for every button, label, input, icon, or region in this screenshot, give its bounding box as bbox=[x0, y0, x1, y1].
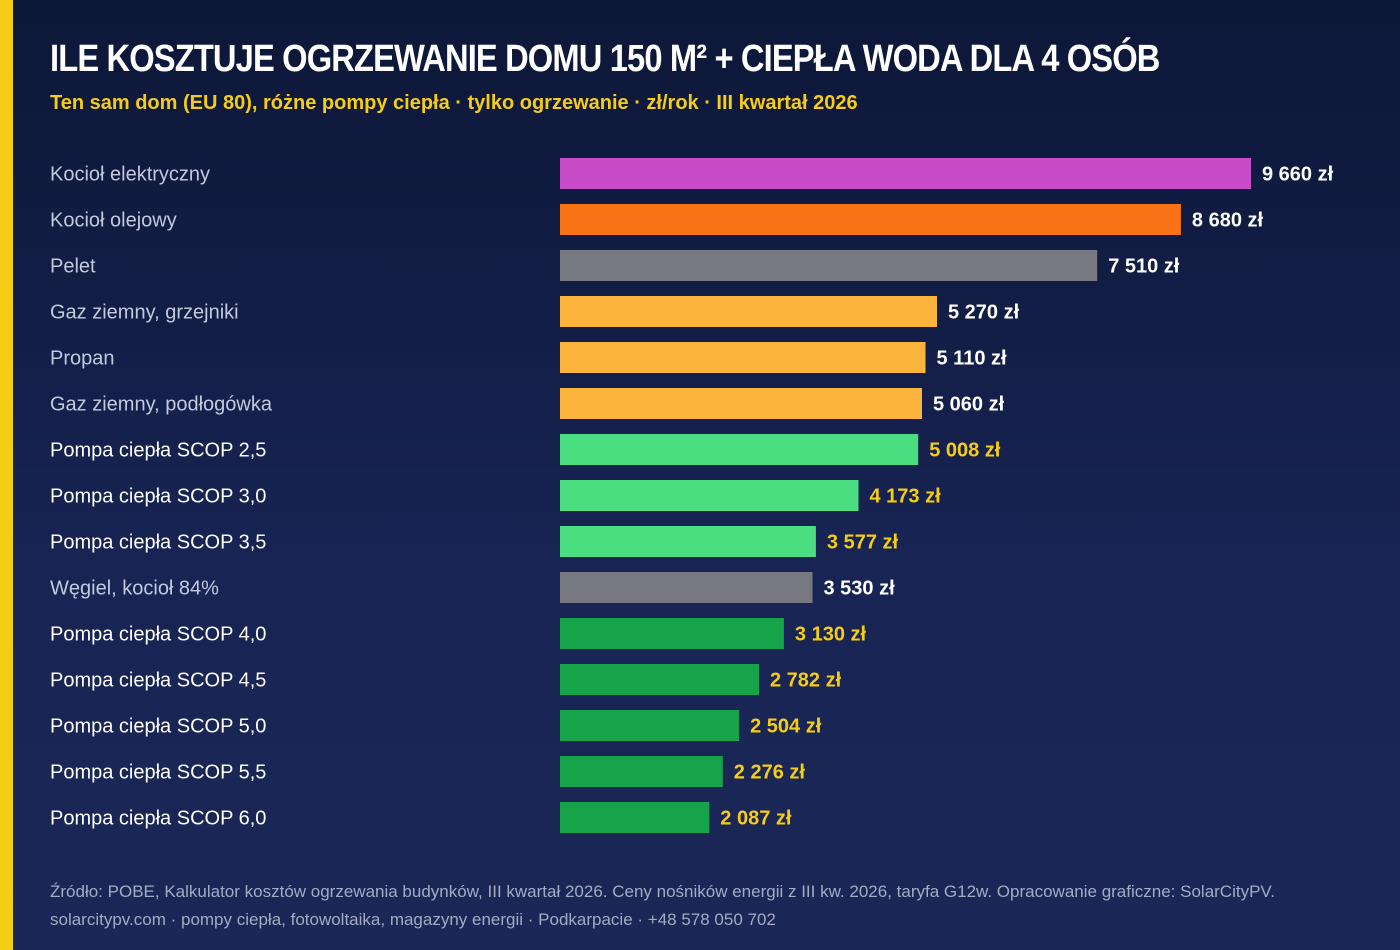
bar bbox=[560, 756, 723, 787]
chart-title: ILE KOSZTUJE OGRZEWANIE DOMU 150 M² + CI… bbox=[50, 38, 1160, 80]
bar bbox=[560, 618, 784, 649]
category-label: Pompa ciepła SCOP 3,5 bbox=[50, 532, 266, 554]
category-label: Gaz ziemny, podłogówka bbox=[50, 394, 273, 416]
value-label: 5 110 zł bbox=[937, 348, 1008, 370]
category-label: Gaz ziemny, grzejniki bbox=[50, 302, 239, 324]
category-label: Pompa ciepła SCOP 4,5 bbox=[50, 670, 266, 692]
accent-stripe bbox=[0, 0, 13, 950]
category-label: Propan bbox=[50, 348, 115, 370]
value-label: 4 173 zł bbox=[870, 486, 942, 508]
bar bbox=[560, 664, 759, 695]
value-label: 5 060 zł bbox=[933, 394, 1005, 416]
bar-chart: Kocioł elektryczny 9 660 zł Kocioł olejowy… bbox=[50, 158, 1334, 833]
bar bbox=[560, 480, 859, 511]
value-label: 2 276 zł bbox=[734, 762, 806, 784]
value-label: 3 577 zł bbox=[827, 532, 899, 554]
value-label: 2 504 zł bbox=[750, 716, 822, 738]
bar bbox=[560, 296, 937, 327]
value-label: 2 782 zł bbox=[770, 670, 842, 692]
category-label: Węgiel, kocioł 84% bbox=[50, 578, 219, 600]
bar bbox=[560, 250, 1098, 281]
footer: Źródło: POBE, Kalkulator kosztów ogrzewa… bbox=[50, 878, 1275, 934]
category-label: Pompa ciepła SCOP 5,5 bbox=[50, 762, 266, 784]
category-label: Pompa ciepła SCOP 4,0 bbox=[50, 624, 266, 646]
bar bbox=[560, 802, 710, 833]
category-label: Pompa ciepła SCOP 6,0 bbox=[50, 808, 266, 830]
bar bbox=[560, 342, 926, 373]
bar bbox=[560, 158, 1251, 189]
value-label: 5 270 zł bbox=[948, 302, 1020, 324]
bar bbox=[560, 710, 740, 741]
category-label: Pelet bbox=[50, 256, 96, 278]
value-label: 2 087 zł bbox=[720, 808, 792, 830]
source-note: Źródło: POBE, Kalkulator kosztów ogrzewa… bbox=[50, 882, 1275, 901]
bar bbox=[560, 204, 1181, 235]
bar bbox=[560, 526, 816, 557]
value-label: 3 130 zł bbox=[795, 624, 867, 646]
bar bbox=[560, 572, 813, 603]
value-label: 7 510 zł bbox=[1108, 256, 1180, 278]
category-label: Kocioł olejowy bbox=[50, 210, 177, 232]
chart-subtitle: Ten sam dom (EU 80), różne pompy ciepła … bbox=[50, 92, 858, 114]
value-label: 9 660 zł bbox=[1262, 164, 1334, 186]
contact-line: solarcitypv.com · pompy ciepła, fotowolt… bbox=[50, 910, 776, 929]
value-label: 3 530 zł bbox=[824, 578, 896, 600]
bar bbox=[560, 434, 919, 465]
category-label: Pompa ciepła SCOP 5,0 bbox=[50, 716, 266, 738]
value-label: 5 008 zł bbox=[929, 440, 1001, 462]
category-label: Pompa ciepła SCOP 3,0 bbox=[50, 486, 266, 508]
bar bbox=[560, 388, 922, 419]
category-label: Kocioł elektryczny bbox=[50, 164, 210, 186]
category-label: Pompa ciepła SCOP 2,5 bbox=[50, 440, 266, 462]
value-label: 8 680 zł bbox=[1192, 210, 1264, 232]
